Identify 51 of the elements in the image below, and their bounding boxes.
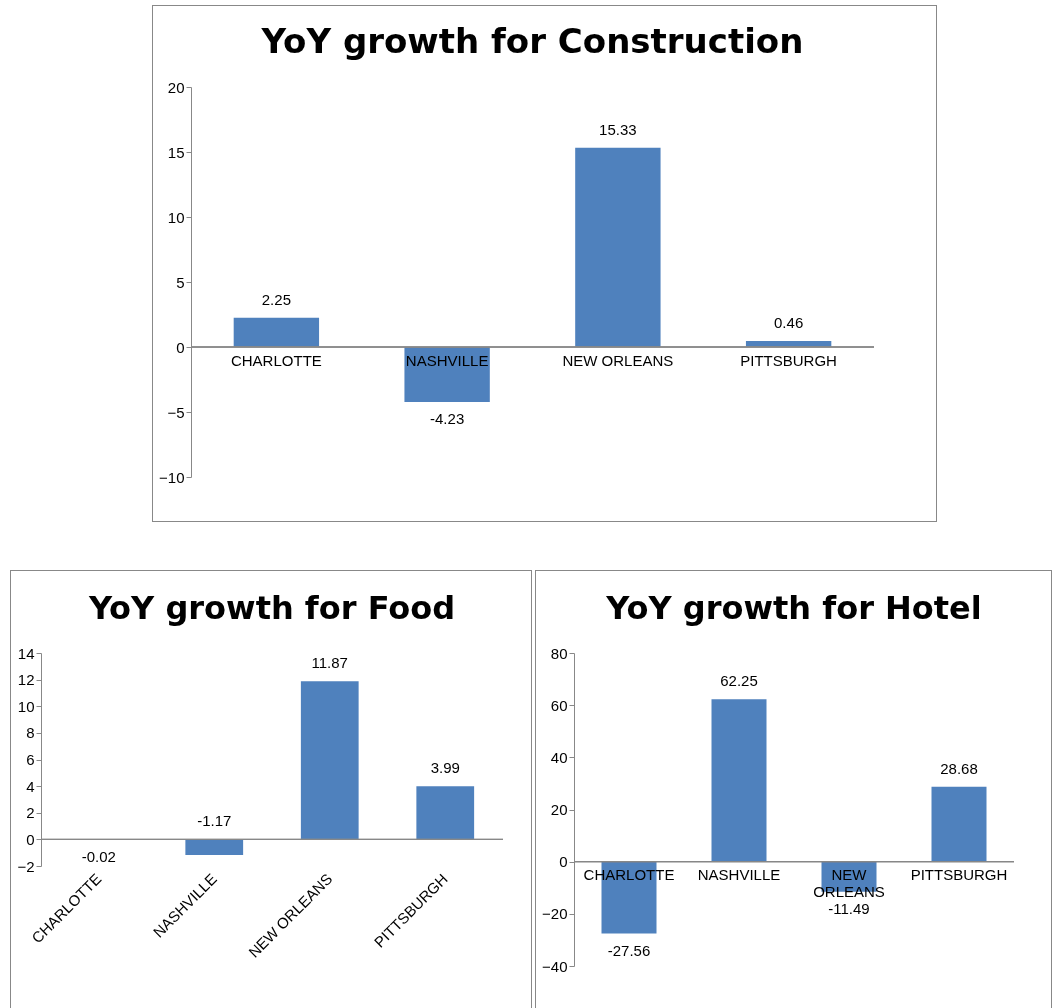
y-tick-label: 15 bbox=[167, 143, 185, 161]
y-tick-label: 0 bbox=[559, 853, 568, 871]
y-tick-label: 5 bbox=[176, 273, 185, 291]
data-label: -4.23 bbox=[430, 409, 465, 427]
data-label: -27.56 bbox=[607, 941, 651, 959]
y-tick-label: 80 bbox=[550, 644, 568, 662]
bar bbox=[185, 839, 244, 855]
chart-title: YoY growth for Construction bbox=[260, 21, 804, 61]
y-tick-label: 6 bbox=[26, 751, 35, 768]
data-label: -11.49 bbox=[828, 899, 870, 917]
y-tick-label: −2 bbox=[17, 857, 35, 875]
x-tick-label: NEW ORLEANS bbox=[562, 351, 674, 369]
chart-title: YoY growth for Food bbox=[87, 589, 456, 627]
y-tick-label: 12 bbox=[17, 671, 35, 689]
data-label: 15.33 bbox=[599, 120, 637, 138]
x-tick-label: NASHVILLE bbox=[405, 351, 489, 369]
data-label: 3.99 bbox=[430, 759, 460, 777]
y-tick-label: 2 bbox=[26, 804, 35, 822]
y-tick-label: 4 bbox=[26, 777, 35, 795]
bar bbox=[931, 786, 987, 862]
y-tick-label: 10 bbox=[17, 697, 35, 715]
data-label: 2.25 bbox=[261, 290, 291, 308]
y-tick-label: 0 bbox=[176, 338, 185, 356]
bar bbox=[233, 317, 320, 347]
y-tick-label: 10 bbox=[167, 208, 185, 226]
bar bbox=[575, 147, 661, 347]
bar bbox=[300, 681, 359, 840]
y-tick-label: −10 bbox=[159, 468, 185, 486]
chart-title: YoY growth for Hotel bbox=[605, 589, 982, 627]
y-tick-label: 20 bbox=[550, 801, 568, 818]
data-label: 0.46 bbox=[774, 314, 804, 332]
x-tick-label: CHARLOTTE bbox=[230, 351, 322, 369]
x-tick-label: NASHVILLE bbox=[697, 866, 781, 884]
data-label: -1.17 bbox=[197, 812, 232, 830]
y-tick-label: 40 bbox=[550, 748, 568, 766]
data-label: 11.87 bbox=[311, 654, 348, 672]
x-tick-label: PITTSBURGH bbox=[910, 866, 1008, 884]
data-label: 62.25 bbox=[720, 672, 758, 690]
data-label: 28.68 bbox=[940, 759, 978, 777]
y-tick-label: 20 bbox=[167, 78, 185, 96]
data-label: -0.02 bbox=[81, 847, 116, 865]
y-tick-label: 8 bbox=[26, 724, 35, 742]
x-tick-label: PITTSBURGH bbox=[740, 351, 837, 369]
bar bbox=[711, 699, 767, 862]
y-tick-label: −20 bbox=[542, 905, 568, 923]
bar bbox=[416, 786, 475, 840]
y-tick-label: 0 bbox=[26, 830, 35, 848]
y-tick-label: −5 bbox=[167, 403, 185, 421]
y-tick-label: −40 bbox=[542, 957, 568, 975]
y-tick-label: 60 bbox=[550, 696, 568, 714]
y-tick-label: 14 bbox=[17, 644, 35, 662]
